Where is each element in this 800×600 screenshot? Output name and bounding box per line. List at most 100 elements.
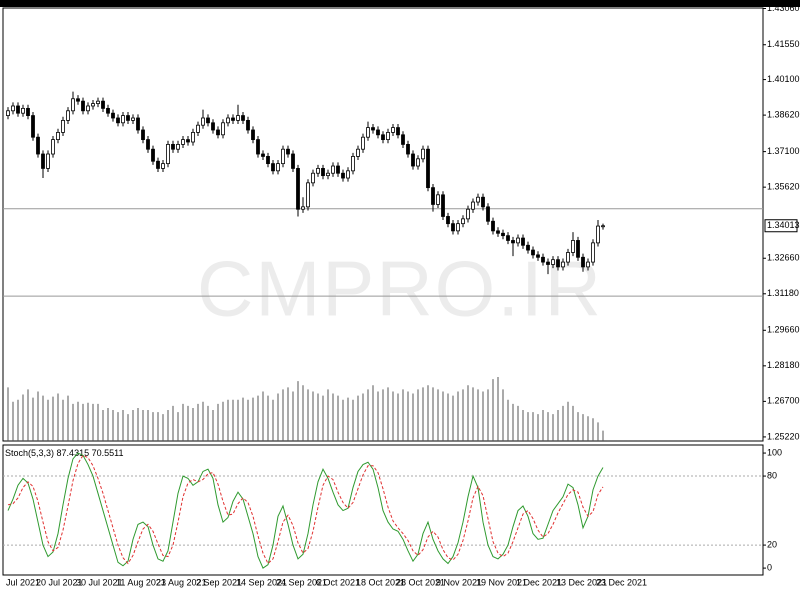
candle-body	[101, 100, 105, 109]
candle-body	[26, 107, 30, 116]
y-tick-label: 1.25220	[767, 431, 800, 441]
candle-body	[591, 242, 595, 263]
x-tick-label: 23 Aug 2021	[156, 577, 207, 587]
candle-body	[106, 107, 110, 114]
y-tick-label: 1.40100	[767, 74, 800, 84]
candle-body	[396, 127, 400, 136]
candle-body	[441, 194, 445, 217]
y-tick-label: 1.38620	[767, 109, 800, 119]
candle-body	[581, 256, 585, 268]
candle-body	[71, 98, 75, 112]
candle-body	[361, 136, 365, 150]
candle-body	[196, 124, 200, 133]
candle-body	[116, 117, 120, 124]
candle-body	[421, 148, 425, 160]
candle-body	[111, 112, 115, 119]
candle-body	[456, 223, 460, 232]
y-tick-label: 1.43060	[767, 3, 800, 13]
candle-body	[16, 105, 20, 114]
candle-body	[76, 98, 80, 102]
candle-body	[466, 208, 470, 220]
candle-body	[596, 225, 600, 244]
candle-body	[31, 115, 35, 138]
candle-body	[546, 261, 550, 265]
candle-body	[6, 110, 10, 116]
candle-body	[311, 172, 315, 184]
candle-body	[601, 225, 605, 228]
watermark: CMPRO.IR	[197, 245, 603, 333]
candle-body	[36, 136, 40, 155]
candle-body	[306, 182, 310, 208]
candle-body	[21, 107, 25, 114]
candle-body	[131, 117, 135, 121]
x-tick-label: 2 Sep 2021	[196, 577, 242, 587]
y-tick-label: 1.35620	[767, 182, 800, 192]
candle-body	[341, 172, 345, 179]
candle-body	[576, 240, 580, 258]
candle-body	[426, 148, 430, 189]
x-tick-label: 23 Dec 2021	[596, 577, 647, 587]
candle-body	[91, 103, 95, 107]
candle-body	[351, 156, 355, 172]
candle-body	[356, 148, 360, 157]
candle-body	[326, 172, 330, 177]
candle-body	[331, 165, 335, 174]
x-tick-label: 14 Sep 2021	[236, 577, 287, 587]
candle-body	[471, 201, 475, 210]
x-tick-label: Jul 2021	[6, 577, 40, 587]
candle-body	[41, 153, 45, 169]
candle-body	[171, 144, 175, 150]
y-tick-label: 1.29660	[767, 325, 800, 335]
candle-body	[211, 122, 215, 131]
stoch-line	[7, 454, 604, 565]
candle-body	[181, 139, 185, 145]
candle-body	[491, 220, 495, 232]
x-tick-label: 19 Nov 2021	[476, 577, 527, 587]
candle-body	[461, 218, 465, 225]
candle-body	[541, 256, 545, 263]
candle-body	[386, 132, 390, 141]
candle-body	[526, 244, 530, 251]
candle-body	[231, 117, 235, 121]
candle-body	[11, 105, 15, 112]
candle-body	[271, 163, 275, 172]
candle-body	[46, 153, 50, 169]
candle-body	[226, 117, 230, 124]
candle-body	[411, 153, 415, 167]
candle-body	[496, 230, 500, 234]
k-last: 87.4315	[57, 448, 90, 458]
candle-body	[51, 139, 55, 155]
candle-body	[566, 252, 570, 263]
candle-body	[301, 206, 305, 210]
candle-body	[501, 232, 505, 237]
candle-body	[536, 254, 540, 258]
candle-body	[481, 196, 485, 208]
x-tick-label: 30 Jul 2021	[76, 577, 123, 587]
candle-body	[66, 110, 70, 121]
candle-body	[201, 117, 205, 126]
top-bar	[0, 0, 800, 7]
x-tick-label: 28 Oct 2021	[396, 577, 445, 587]
candle-body	[316, 168, 320, 174]
candle-body	[156, 160, 160, 169]
candle-body	[291, 153, 295, 169]
candle-body	[121, 115, 125, 124]
candle-body	[436, 194, 440, 205]
candle-body	[96, 100, 100, 104]
candle-body	[256, 139, 260, 155]
y-tick-label: 100	[767, 447, 782, 457]
candle-body	[401, 134, 405, 145]
candle-body	[531, 249, 535, 256]
candle-body	[506, 235, 510, 241]
candle-body	[321, 168, 325, 177]
candle-body	[336, 165, 340, 174]
candle-body	[381, 134, 385, 141]
candle-body	[406, 144, 410, 155]
candle-body	[161, 163, 165, 169]
x-tick-label: 11 Aug 2021	[116, 577, 166, 587]
candle-body	[151, 148, 155, 162]
candle-body	[556, 259, 560, 268]
x-tick-label: 1 Dec 2021	[516, 577, 562, 587]
candle-body	[246, 119, 250, 131]
